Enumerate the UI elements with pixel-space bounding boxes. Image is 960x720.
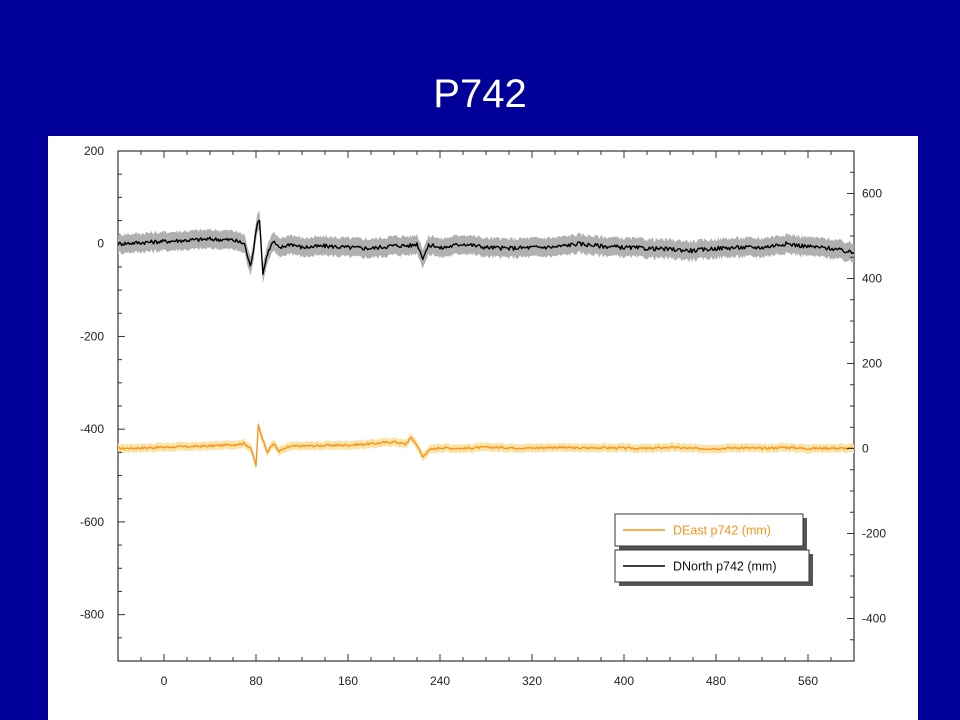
x-tick-label: 240: [430, 674, 450, 688]
y-tick-label-right: 200: [862, 357, 882, 371]
legend-north-label: DNorth p742 (mm): [673, 560, 777, 574]
y-tick-label-left: -400: [80, 422, 104, 436]
east-series-line: [117, 424, 855, 467]
x-tick-label: 160: [338, 674, 358, 688]
x-tick-label: 0: [161, 674, 168, 688]
y-tick-label-left: -200: [80, 329, 104, 343]
y-tick-label-right: -400: [862, 612, 886, 626]
x-tick-label: 560: [798, 674, 818, 688]
y-tick-label-right: 400: [862, 272, 882, 286]
y-tick-label-right: 0: [862, 442, 869, 456]
y-tick-label-left: 0: [97, 237, 104, 251]
y-tick-label-right: 600: [862, 187, 882, 201]
chart-panel: 0 80 160 240 320 400 480 560 200 0 -200 -400 -600 -80…: [48, 136, 918, 720]
east-uncertainty-band: [118, 420, 854, 471]
x-tick-label: 400: [614, 674, 634, 688]
x-tick-label: 480: [706, 674, 726, 688]
north-series-line: [117, 219, 855, 276]
legend-east-label: DEast p742 (mm): [673, 524, 771, 538]
y-tick-label-left: -600: [80, 515, 104, 529]
x-tick-label: 80: [249, 674, 263, 688]
y-tick-label-left: 200: [84, 144, 104, 158]
x-tick-label: 320: [522, 674, 542, 688]
slide-title: P742: [433, 72, 527, 116]
line-chart: 0 80 160 240 320 400 480 560 200 0 -200 -400 -600 -80…: [80, 144, 886, 688]
y-tick-label-left: -800: [80, 608, 104, 622]
y-tick-label-right: -200: [862, 527, 886, 541]
